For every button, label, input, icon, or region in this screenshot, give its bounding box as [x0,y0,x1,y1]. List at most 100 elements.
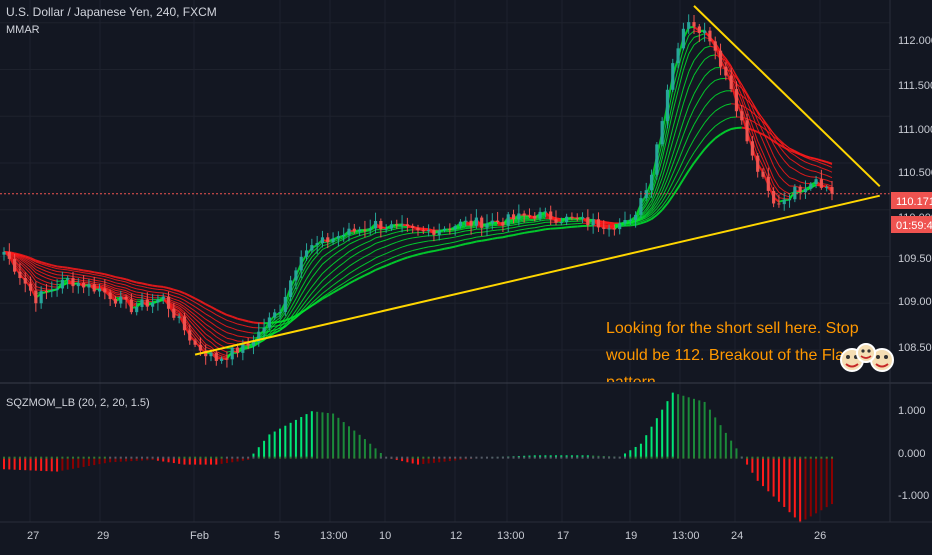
squeeze-dot [237,457,239,459]
candle-body [740,111,743,120]
squeeze-dot [523,457,525,459]
candle-body [438,230,441,235]
candle-body [374,221,377,228]
squeeze-dot [810,457,812,459]
candle-body [262,328,265,332]
time-tick: 10 [379,530,391,542]
squeeze-dot [481,457,483,459]
candle-body [8,252,11,259]
candle-body [661,121,664,144]
candle-body [634,215,637,220]
ribbon-line-segment [731,128,736,129]
ribbon-line-segment [84,270,89,271]
squeeze-dot [168,457,170,459]
ribbon-line-segment [57,275,62,276]
squeeze-dot [645,457,647,459]
time-tick: 27 [27,530,39,542]
time-tick: 13:00 [672,530,700,542]
candle-body [385,229,388,230]
candle-body [55,288,58,290]
candle-body [231,348,234,360]
candle-body [278,312,281,313]
ribbon-line-segment [445,248,450,249]
candle-body [310,245,313,250]
squeeze-dot [231,457,233,459]
ribbon-line-segment [280,320,285,321]
squeeze-dot [714,457,716,459]
squeeze-dot [497,457,499,459]
candle-body [501,222,504,226]
squeeze-dot [99,457,101,459]
squeeze-dot [486,457,488,459]
candle-body [215,353,218,361]
candle-body [512,214,515,219]
candle-body [607,228,610,229]
candle-body [416,228,419,230]
candle-body [469,221,472,226]
candle-body [576,218,579,219]
ribbon-line-segment [811,158,816,159]
ribbon-line-segment [561,224,566,225]
squeeze-dot [746,457,748,459]
candle-body [225,359,228,360]
squeeze-dot [332,457,334,459]
ribbon-line-segment [57,272,62,273]
candle-body [305,250,308,256]
squeeze-dot [789,457,791,459]
ribbon-line-segment [73,269,78,270]
candle-body [61,280,64,289]
ribbon-line-segment [115,294,120,295]
squeeze-dot [465,457,467,459]
candle-body [427,230,430,231]
squeeze-dot [359,457,361,459]
ribbon-line-segment [147,285,152,286]
candle-body [183,316,186,330]
ribbon-line-segment [529,228,534,229]
squeeze-dot [682,457,684,459]
squeeze-dot [826,457,828,459]
candle-body [193,340,196,344]
ribbon-line-segment [492,238,497,239]
squeeze-dot [475,457,477,459]
squeeze-dot [624,457,626,459]
countdown-label: 01:59:49 [896,220,932,232]
candle-body [698,26,701,33]
squeeze-dot [375,457,377,459]
squeeze-dot [390,457,392,459]
time-tick: 17 [557,530,569,542]
squeeze-dot [730,457,732,459]
ribbon-line-segment [153,292,158,293]
squeeze-dot [199,457,201,459]
squeeze-dot [109,457,111,459]
candle-body [24,278,27,284]
candle-body [390,224,393,228]
ribbon-line-segment [482,232,487,233]
ribbon-line-segment [227,343,232,344]
ribbon-line-segment [381,231,386,232]
ribbon-line-segment [466,243,471,244]
candle-body [554,219,557,222]
ribbon-line-segment [471,242,476,243]
ribbon-line-segment [78,270,83,271]
squeeze-dot [221,457,223,459]
squeeze-dot [693,457,695,459]
ribbon-line-segment [514,234,519,235]
squeeze-dot [751,457,753,459]
indicator-label-mmar[interactable]: MMAR [6,24,40,36]
ribbon-line-segment [418,236,423,237]
squeeze-dot [120,457,122,459]
indicator-label-sqzmom[interactable]: SQZMOM_LB (20, 2, 20, 1.5) [6,397,150,409]
ribbon-line-segment [476,237,481,238]
candle-body [586,217,589,225]
time-tick: 13:00 [497,530,525,542]
candle-body [284,297,287,312]
ribbon-line-segment [545,229,550,230]
squeeze-dot [35,457,37,459]
squeeze-dot [794,457,796,459]
candle-body [13,259,16,272]
candle-body [103,288,106,292]
chart-title[interactable]: U.S. Dollar / Japanese Yen, 240, FXCM [6,5,217,19]
